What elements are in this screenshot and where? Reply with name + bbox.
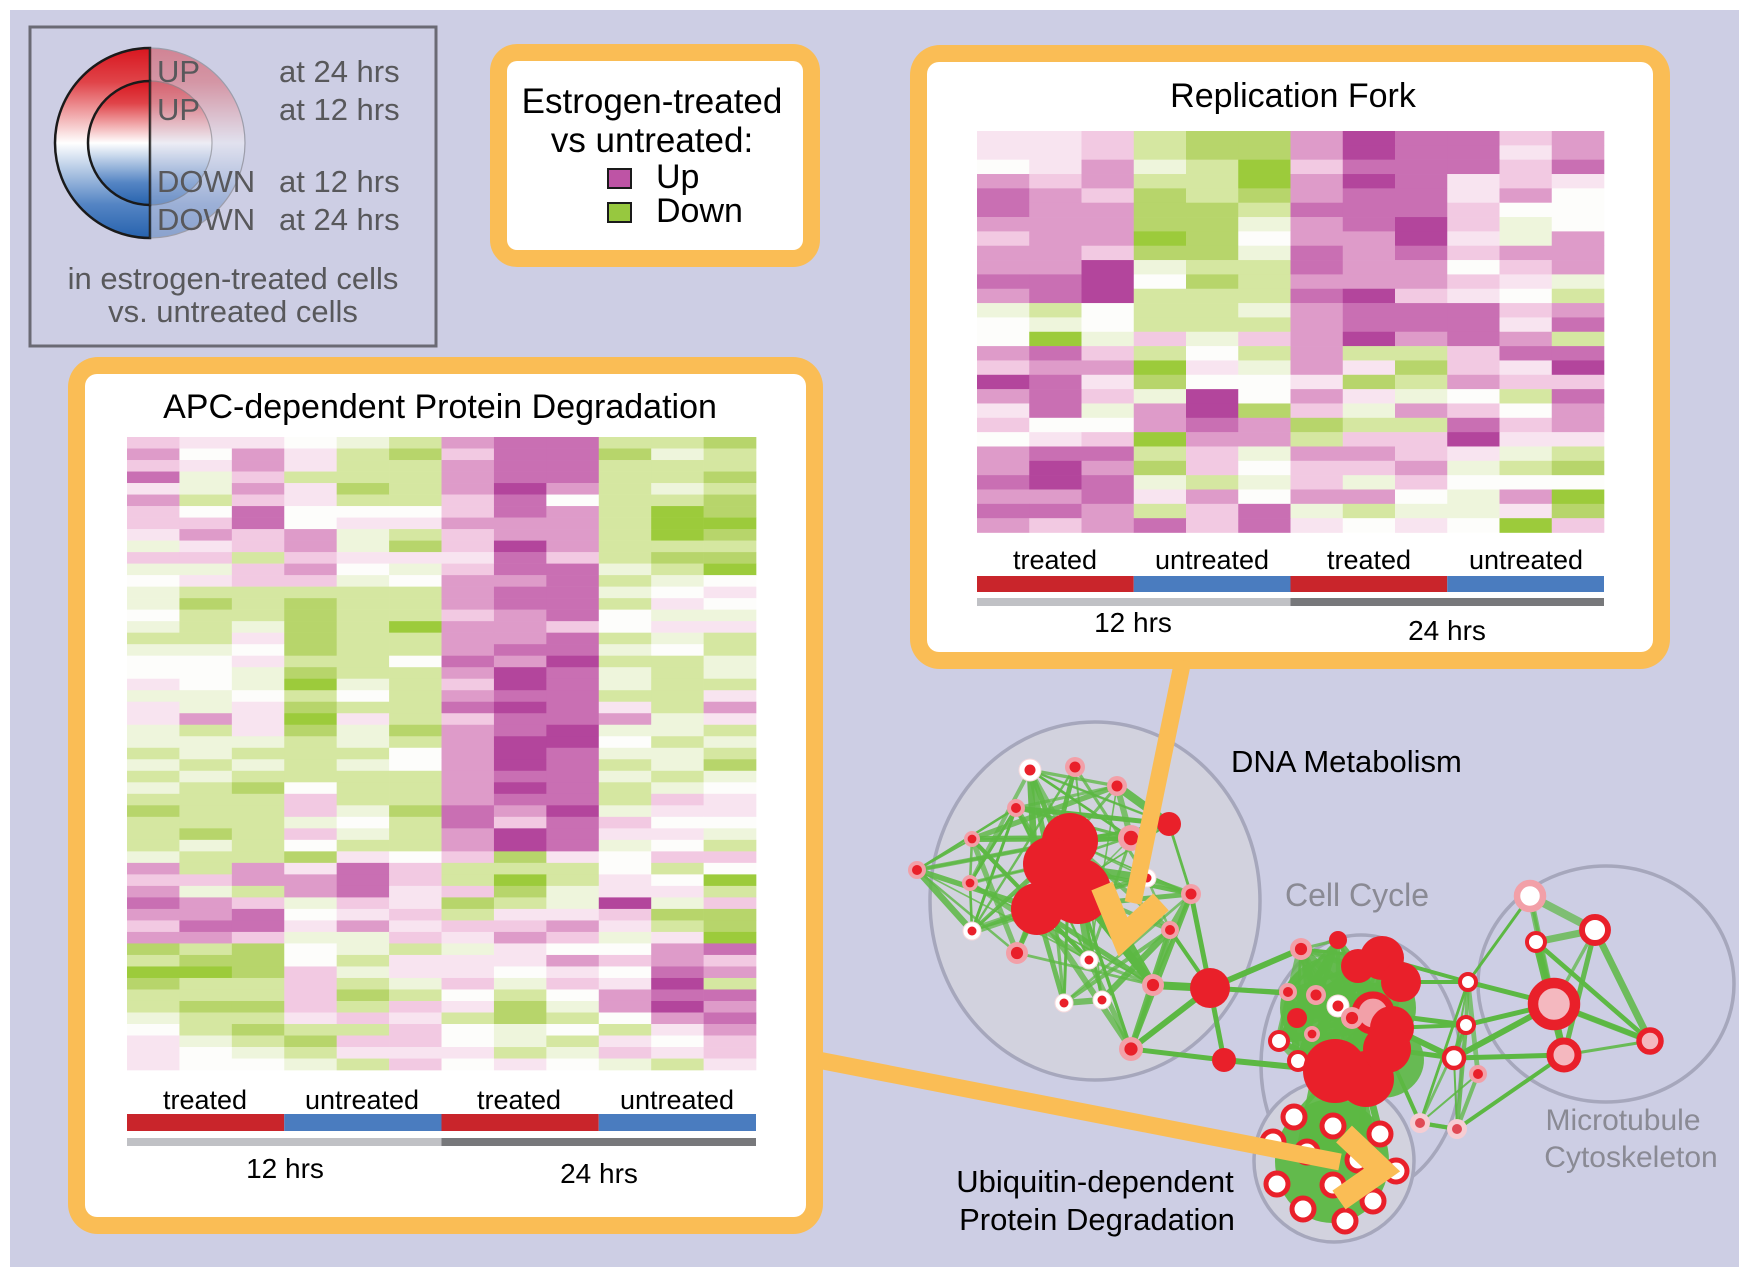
svg-text:UP: UP <box>157 92 200 127</box>
svg-text:at 24 hrs: at 24 hrs <box>279 54 400 89</box>
svg-text:Protein Degradation: Protein Degradation <box>959 1202 1235 1237</box>
svg-text:Replication Fork: Replication Fork <box>1170 77 1417 115</box>
svg-text:DNA Metabolism: DNA Metabolism <box>1231 744 1462 779</box>
svg-text:12 hrs: 12 hrs <box>1094 607 1172 638</box>
svg-text:at 12 hrs: at 12 hrs <box>279 92 400 127</box>
svg-text:at 24 hrs: at 24 hrs <box>279 202 400 237</box>
svg-text:Microtubule: Microtubule <box>1545 1104 1700 1137</box>
svg-text:24 hrs: 24 hrs <box>1408 615 1486 646</box>
svg-text:treated: treated <box>1013 545 1097 575</box>
svg-text:at 12 hrs: at 12 hrs <box>279 164 400 199</box>
svg-text:DOWN: DOWN <box>157 202 255 237</box>
svg-text:Cell Cycle: Cell Cycle <box>1285 877 1429 913</box>
svg-text:Ubiquitin-dependent: Ubiquitin-dependent <box>956 1164 1234 1199</box>
svg-text:Up: Up <box>656 158 699 196</box>
svg-text:treated: treated <box>1327 545 1411 575</box>
svg-text:treated: treated <box>163 1085 247 1115</box>
svg-text:vs. untreated cells: vs. untreated cells <box>108 294 358 329</box>
svg-text:12 hrs: 12 hrs <box>246 1153 324 1184</box>
svg-text:Estrogen-treated: Estrogen-treated <box>522 82 783 121</box>
svg-text:APC-dependent Protein Degradat: APC-dependent Protein Degradation <box>163 388 717 426</box>
svg-text:treated: treated <box>477 1085 561 1115</box>
svg-text:untreated: untreated <box>1155 545 1269 575</box>
svg-text:24 hrs: 24 hrs <box>560 1158 638 1189</box>
svg-text:untreated: untreated <box>305 1085 419 1115</box>
svg-text:untreated: untreated <box>620 1085 734 1115</box>
svg-text:Cytoskeleton: Cytoskeleton <box>1544 1141 1717 1174</box>
svg-text:vs untreated:: vs untreated: <box>551 121 753 160</box>
svg-text:Down: Down <box>656 192 743 230</box>
svg-text:untreated: untreated <box>1469 545 1583 575</box>
svg-text:in estrogen-treated cells: in estrogen-treated cells <box>68 261 399 296</box>
svg-text:UP: UP <box>157 54 200 89</box>
svg-text:DOWN: DOWN <box>157 164 255 199</box>
